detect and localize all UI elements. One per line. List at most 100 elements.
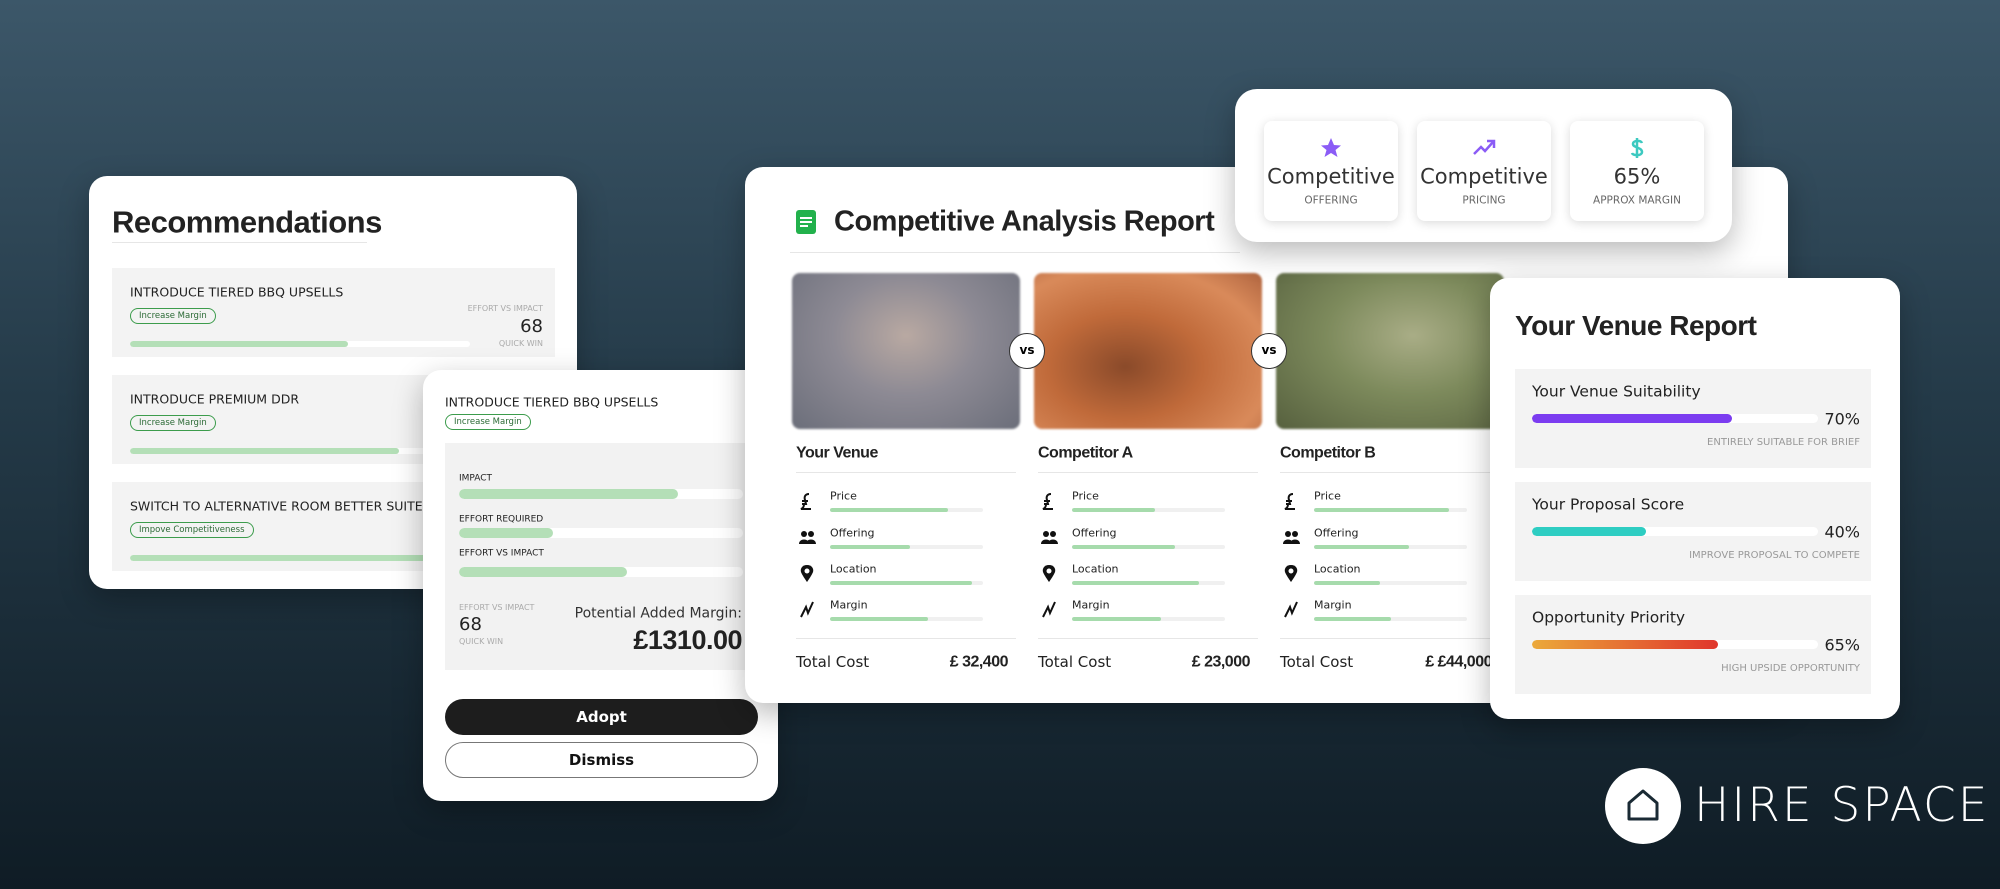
venue-name: Your Venue [796,444,878,462]
tag: Increase Margin [445,414,531,430]
total-label: Total Cost [1038,653,1112,671]
tag: Increase Margin [130,308,216,324]
metric-bar-track [1314,581,1467,585]
metric-icon [800,565,814,582]
metric-bar [1314,581,1380,585]
summary-badge: Competitive OFFERING [1264,121,1398,221]
metric-bar-track [459,489,743,499]
metric-icon [800,493,811,510]
divider [790,252,1240,253]
metric-bar [459,489,678,499]
metric-label: Offering [1314,526,1359,540]
item-title: SWITCH TO ALTERNATIVE ROOM BETTER SUITED… [130,498,466,514]
metric-bar-track [1072,617,1225,621]
metric-icon [1284,601,1298,618]
metric-bar [830,508,948,512]
metric-bar [1314,617,1391,621]
metric-label: EFFORT REQUIRED [459,514,544,525]
badge-icon [1473,139,1496,155]
metric-bar-track [830,617,983,621]
total-value: £ £44,000 [1425,653,1492,671]
logo-text: HIRE SPACE [1694,777,1990,833]
metric-label: Margin [830,598,868,612]
score-caption: QUICK WIN [498,339,543,349]
item-title: INTRODUCE PREMIUM DDR [130,391,300,407]
report-bar [1532,640,1718,649]
badge-value: Competitive [1420,164,1548,189]
metric-bar [1314,508,1449,512]
detail-metrics: IMPACT EFFORT REQUIRED EFFORT VS IMPACT EFF… [445,443,758,670]
metric-bar [830,545,910,549]
report-bar [1532,527,1647,536]
vs-badge: vs [1009,333,1045,369]
report-value: 40% [1824,522,1860,542]
venue-photo [1034,273,1262,429]
adopt-button[interactable]: Adopt [445,699,758,735]
score: 68 [520,316,543,338]
report-value: 65% [1824,635,1860,655]
metric-label: Location [1072,562,1119,576]
metric-label: IMPACT [459,473,493,484]
report-bar [1532,414,1733,423]
report-bar-track [1532,527,1818,536]
report-item: Opportunity Priority 65% HIGH UPSIDE OPPOR… [1515,595,1871,694]
card-title: Your Venue Report [1515,310,1757,342]
dismiss-button[interactable]: Dismiss [445,742,758,778]
metric-bar-track [830,581,983,585]
metric-bar-track [459,567,743,577]
badge-caption: PRICING [1462,194,1506,207]
card-title: Recommendations [112,204,382,240]
report-item: Your Venue Suitability 70% ENTIRELY SUITAB… [1515,369,1871,468]
summary-badges-card: Competitive OFFERING Competitive PRICING 65%… [1235,89,1732,242]
metric-label: Location [1314,562,1361,576]
report-label: Your Venue Suitability [1532,382,1701,401]
total-label: Total Cost [1280,653,1354,671]
divider [796,638,1016,639]
summary-badge: Competitive PRICING [1417,121,1551,221]
metric-bar-track [830,545,983,549]
metric-bar-track [1314,545,1467,549]
metric-label: Location [830,562,877,576]
report-label: Opportunity Priority [1532,608,1686,627]
badge-icon [1321,138,1341,157]
metric-icon [1284,493,1295,510]
metric-icon [1284,565,1298,582]
divider [1038,638,1258,639]
metric-bar-track [1314,617,1467,621]
progress-bar-track [130,555,470,561]
metric-label: Price [1072,489,1099,503]
divider [1280,472,1500,473]
metric-bar-track [1072,581,1225,585]
detail-title: INTRODUCE TIERED BBQ UPSELLS [445,394,659,410]
metric-bar [1314,545,1409,549]
tag: Impove Competitiveness [130,522,254,538]
progress-bar [130,448,399,454]
badge-value: 65% [1613,164,1661,189]
metric-label: Margin [1314,598,1352,612]
card-title: Competitive Analysis Report [834,205,1215,238]
logo-circle [1605,768,1681,844]
metric-bar-track [459,528,743,538]
score-caption: QUICK WIN [459,637,504,647]
total-value: £ 32,400 [949,653,1009,671]
metric-bar [1072,545,1175,549]
metric-icon [800,601,814,618]
report-item: Your Proposal Score 40% IMPROVE PROPOSAL T… [1515,482,1871,581]
score-label: EFFORT VS IMPACT [459,603,535,613]
venue-photo [792,273,1020,429]
venue-column: Your Venue Price Offering Location Margin Tot… [792,167,1020,703]
progress-bar [130,341,348,347]
total-value: £ 23,000 [1191,653,1251,671]
report-bar-track [1532,414,1818,423]
metric-icon [1041,531,1058,544]
venue-name: Competitor A [1038,444,1133,462]
venue-column: Competitor B Price Offering Location Margin T… [1276,167,1504,703]
report-value: 70% [1824,409,1860,429]
recommendation-item: INTRODUCE TIERED BBQ UPSELLS Increase Mar… [112,268,555,357]
tag: Increase Margin [130,415,216,431]
venue-column: Competitor A Price Offering Location Margin T… [1034,167,1262,703]
report-label: Your Proposal Score [1532,495,1685,514]
recommendation-detail-card: INTRODUCE TIERED BBQ UPSELLS Increase Mar… [423,370,778,801]
vs-badge: vs [1251,333,1287,369]
